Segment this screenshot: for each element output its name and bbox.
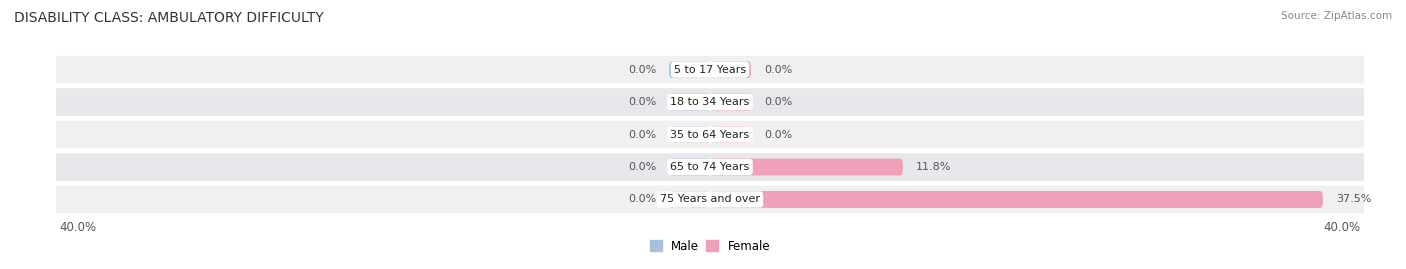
Text: 75 Years and over: 75 Years and over	[659, 194, 761, 204]
FancyBboxPatch shape	[710, 94, 751, 111]
Text: 0.0%: 0.0%	[628, 97, 657, 107]
FancyBboxPatch shape	[48, 56, 1372, 83]
Text: 65 to 74 Years: 65 to 74 Years	[671, 162, 749, 172]
FancyBboxPatch shape	[710, 158, 903, 175]
FancyBboxPatch shape	[710, 191, 1323, 208]
Text: 40.0%: 40.0%	[59, 221, 97, 233]
FancyBboxPatch shape	[48, 186, 1372, 213]
Text: 40.0%: 40.0%	[1323, 221, 1361, 233]
FancyBboxPatch shape	[710, 126, 751, 143]
FancyBboxPatch shape	[669, 126, 710, 143]
FancyBboxPatch shape	[669, 158, 710, 175]
FancyBboxPatch shape	[48, 153, 1372, 181]
Text: 0.0%: 0.0%	[763, 65, 792, 75]
Text: 37.5%: 37.5%	[1336, 194, 1371, 204]
Text: 0.0%: 0.0%	[628, 162, 657, 172]
Text: 0.0%: 0.0%	[628, 129, 657, 140]
Text: 0.0%: 0.0%	[763, 129, 792, 140]
Text: Source: ZipAtlas.com: Source: ZipAtlas.com	[1281, 11, 1392, 21]
FancyBboxPatch shape	[48, 121, 1372, 148]
FancyBboxPatch shape	[669, 94, 710, 111]
Text: 18 to 34 Years: 18 to 34 Years	[671, 97, 749, 107]
Text: DISABILITY CLASS: AMBULATORY DIFFICULTY: DISABILITY CLASS: AMBULATORY DIFFICULTY	[14, 11, 323, 25]
FancyBboxPatch shape	[669, 61, 710, 78]
Text: 11.8%: 11.8%	[915, 162, 952, 172]
FancyBboxPatch shape	[48, 88, 1372, 116]
Text: 0.0%: 0.0%	[763, 97, 792, 107]
Legend: Male, Female: Male, Female	[650, 240, 770, 253]
FancyBboxPatch shape	[710, 61, 751, 78]
Text: 0.0%: 0.0%	[628, 65, 657, 75]
Text: 35 to 64 Years: 35 to 64 Years	[671, 129, 749, 140]
FancyBboxPatch shape	[669, 191, 710, 208]
Text: 5 to 17 Years: 5 to 17 Years	[673, 65, 747, 75]
Text: 0.0%: 0.0%	[628, 194, 657, 204]
